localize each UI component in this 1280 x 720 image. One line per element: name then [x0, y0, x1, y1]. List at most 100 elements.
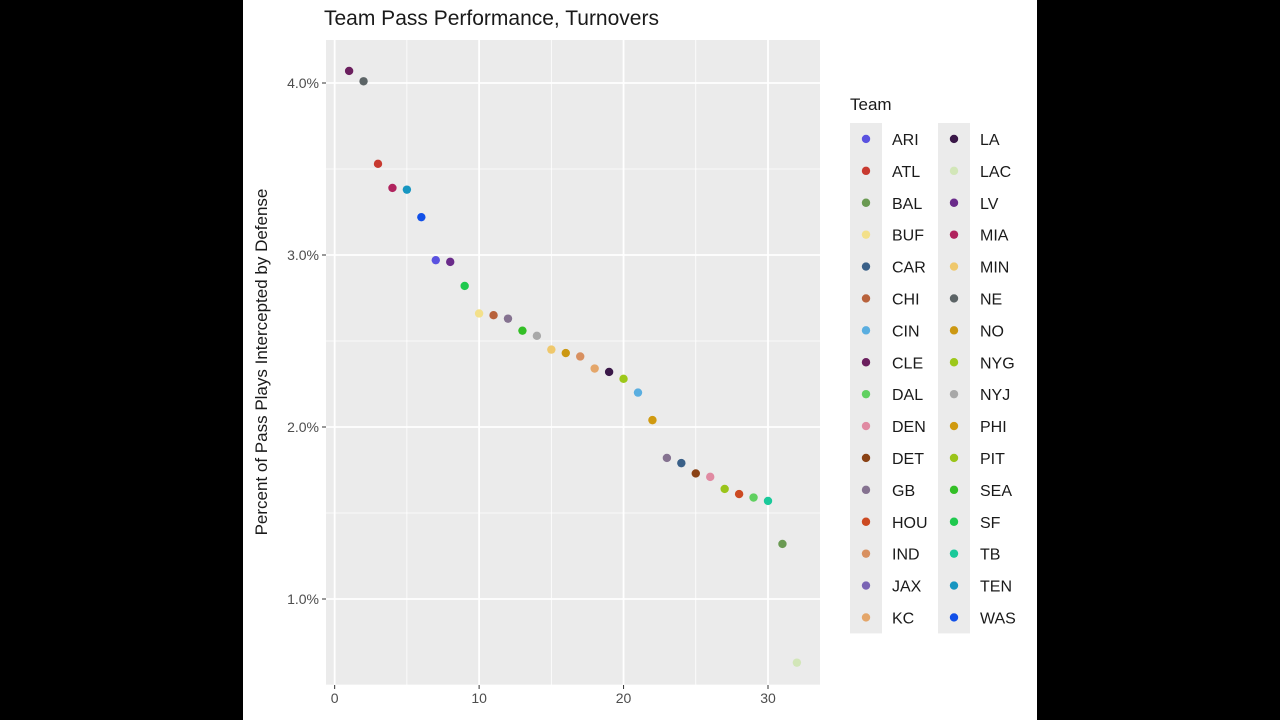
data-point-lv	[446, 257, 455, 267]
data-point-ten	[402, 185, 412, 194]
data-point-phi	[648, 415, 657, 425]
legend-label-ne: NE	[980, 291, 1002, 308]
legend-title: Team	[850, 95, 892, 114]
legend-swatch-min	[949, 262, 959, 271]
legend-label-car: CAR	[892, 260, 926, 277]
legend-swatch-nyj	[949, 389, 959, 399]
legend-swatch-cle	[861, 358, 871, 367]
legend-label-jax: JAX	[892, 579, 922, 596]
legend-swatch-cin	[861, 326, 871, 335]
legend-swatch-nyg	[949, 358, 959, 367]
y-tick-label: 1.0%	[287, 591, 319, 607]
data-point-bal	[778, 539, 787, 549]
legend-swatch-den	[861, 421, 871, 431]
legend-swatch-ind	[861, 549, 871, 558]
scatter-chart: Team Pass Performance, Turnovers Percent…	[252, 7, 1016, 706]
legend-label-pit: PIT	[980, 451, 1005, 468]
x-tick-label: 0	[331, 690, 339, 706]
y-tick-label: 4.0%	[287, 75, 319, 91]
data-point-cle	[344, 66, 354, 76]
data-point-hou	[734, 489, 744, 499]
legend-swatch-buf	[861, 230, 871, 239]
data-point-lac	[792, 658, 802, 667]
legend-swatch-dal	[861, 389, 871, 399]
data-point-ind	[576, 352, 585, 361]
chart-title: Team Pass Performance, Turnovers	[324, 7, 659, 30]
legend-swatch-lac	[949, 166, 959, 176]
legend-label-hou: HOU	[892, 515, 928, 532]
legend-swatch-la	[949, 134, 959, 144]
legend-swatch-ten	[949, 581, 959, 590]
legend-label-sea: SEA	[980, 483, 1012, 500]
legend-swatch-det	[861, 453, 871, 463]
legend-swatch-bal	[861, 198, 871, 207]
legend-swatch-sf	[949, 517, 959, 526]
legend-swatch-ne	[949, 294, 959, 303]
legend-label-la: LA	[980, 132, 1000, 149]
legend-label-sf: SF	[980, 515, 1001, 532]
data-point-was	[417, 212, 426, 222]
figure: Team Pass Performance, Turnovers Percent…	[243, 0, 1037, 720]
legend-label-no: NO	[980, 323, 1004, 340]
legend-label-ind: IND	[892, 547, 920, 564]
legend-label-det: DET	[892, 451, 924, 468]
data-point-mia	[388, 183, 397, 193]
gridlines	[326, 40, 820, 686]
legend-swatch-hou	[861, 517, 871, 526]
x-tick-label: 20	[616, 690, 632, 706]
legend-label-nyj: NYJ	[980, 387, 1010, 404]
axes: 0 10 20 30 1.0% 2.0% 3.0% 4.0%	[287, 75, 776, 706]
legend-label-chi: CHI	[892, 291, 920, 308]
data-points	[344, 66, 802, 667]
legend-label-den: DEN	[892, 419, 926, 436]
legend-label-phi: PHI	[980, 419, 1007, 436]
legend-key-background	[850, 123, 882, 634]
data-point-gb	[503, 314, 513, 323]
legend-label-was: WAS	[980, 610, 1016, 627]
data-point-cin	[633, 388, 643, 397]
data-point-kc	[590, 364, 599, 373]
legend-swatch-car	[861, 262, 871, 271]
legend-label-atl: ATL	[892, 164, 920, 181]
legend-label-dal: DAL	[892, 387, 923, 404]
legend-label-ari: ARI	[892, 132, 919, 149]
data-point-det	[691, 469, 700, 478]
legend-label-ten: TEN	[980, 579, 1012, 596]
legend-label-min: MIN	[980, 260, 1009, 277]
data-point-no	[561, 348, 570, 358]
legend: Team ARI ATL BAL BUF CAR CHI CIN CLE DAL DEN DET GB…	[850, 95, 1016, 634]
legend-swatch-tb	[949, 549, 959, 558]
legend-swatch-was	[949, 613, 959, 622]
data-point-dal	[749, 493, 758, 502]
y-axis-label: Percent of Pass Plays Intercepted by Def…	[252, 189, 271, 536]
legend-swatch-chi	[861, 294, 871, 303]
data-point-la	[604, 367, 614, 377]
data-point-min	[547, 345, 556, 354]
legend-label-lac: LAC	[980, 164, 1011, 181]
legend-swatch-mia	[949, 230, 959, 239]
legend-key-background	[938, 123, 970, 634]
legend-label-nyg: NYG	[980, 355, 1015, 372]
plot-panel	[326, 40, 820, 685]
data-point-pit	[720, 484, 729, 494]
legend-swatch-no	[949, 326, 959, 335]
data-point-gb	[662, 453, 672, 463]
legend-swatch-pit	[949, 453, 959, 463]
data-point-atl	[373, 159, 383, 169]
data-point-ne	[359, 77, 368, 86]
legend-swatch-sea	[949, 485, 959, 495]
x-tick-label: 10	[471, 690, 487, 706]
legend-label-tb: TB	[980, 547, 1000, 564]
legend-swatch-jax	[861, 581, 871, 590]
data-point-car	[677, 458, 686, 468]
data-point-den	[706, 472, 715, 482]
legend-label-bal: BAL	[892, 196, 922, 213]
data-point-buf	[474, 309, 484, 318]
legend-label-gb: GB	[892, 483, 915, 500]
legend-label-cle: CLE	[892, 355, 923, 372]
y-tick-label: 3.0%	[287, 247, 319, 263]
legend-label-kc: KC	[892, 610, 914, 627]
data-point-ari	[431, 255, 440, 265]
data-point-sf	[460, 281, 469, 291]
data-point-tb	[763, 496, 773, 506]
